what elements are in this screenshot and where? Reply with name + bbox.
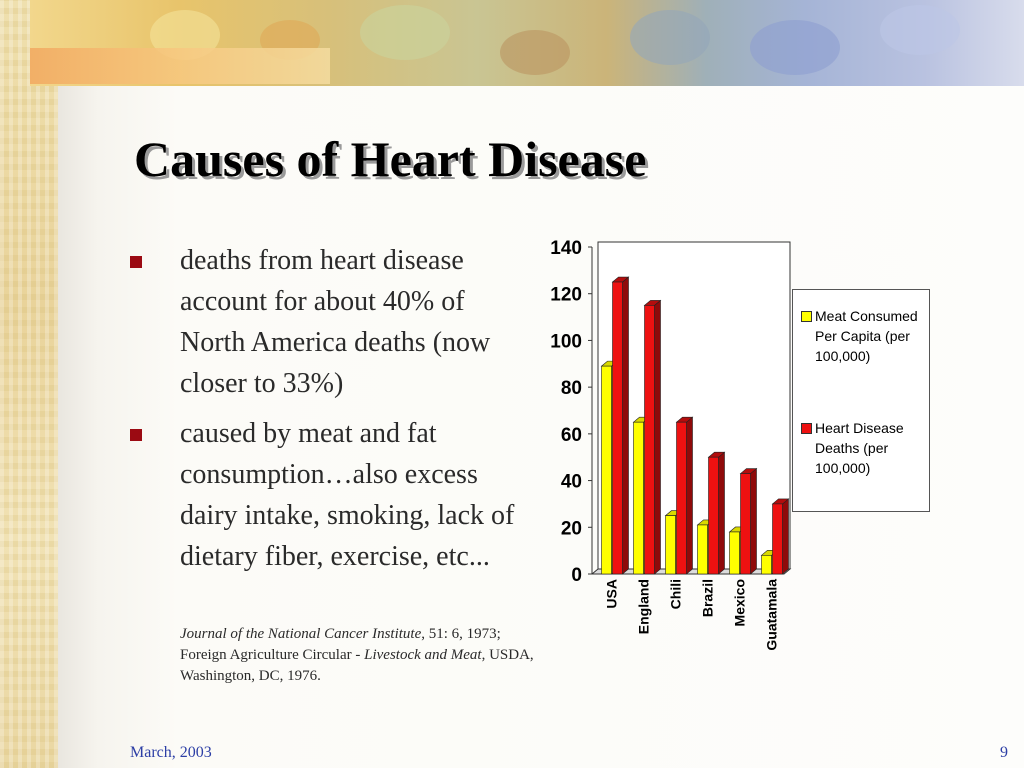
bullet-item: deaths from heart disease account for ab… — [130, 240, 535, 404]
citation-journal-ref: , 51: 6, 1973; Foreign Agriculture Circu… — [180, 626, 501, 663]
x-category-label: Chili — [668, 579, 684, 609]
y-tick-label: 80 — [561, 378, 582, 399]
y-tick-label: 100 — [550, 331, 582, 352]
bullet-text: caused by meat and fat consumption…also … — [180, 418, 515, 572]
footer-date: March, 2003 — [130, 744, 212, 761]
chart-legend: Meat Consumed Per Capita (per 100,000) H… — [792, 289, 930, 512]
bar — [676, 421, 687, 575]
bar-side — [686, 416, 693, 575]
y-tick-label: 40 — [561, 472, 582, 493]
plot-area — [597, 241, 791, 570]
bullet-text: deaths from heart disease account for ab… — [180, 245, 491, 399]
bar-side — [718, 451, 725, 575]
legend-swatch-yellow — [801, 311, 812, 322]
bullet-item: caused by meat and fat consumption…also … — [130, 413, 535, 577]
legend-label: Meat Consumed Per Capita (per 100,000) — [815, 308, 918, 364]
bar — [729, 531, 740, 575]
square-bullet-icon — [130, 429, 142, 441]
bar-side — [750, 467, 757, 575]
x-category-label: Guatamala — [764, 579, 780, 651]
bar-side — [654, 299, 661, 575]
bar — [772, 503, 783, 575]
bar — [665, 515, 676, 575]
y-tick-label: 20 — [561, 518, 582, 539]
legend-label: Heart Disease Deaths (per 100,000) — [815, 420, 904, 476]
y-tick-label: 60 — [561, 425, 582, 446]
legend-item-meat: Meat Consumed Per Capita (per 100,000) — [801, 306, 929, 366]
bar — [708, 456, 719, 575]
bar — [740, 473, 751, 575]
bar — [601, 365, 612, 575]
bar-side — [622, 276, 629, 575]
legend-swatch-red — [801, 423, 812, 434]
bar-side — [782, 498, 789, 575]
decorative-banner-strip — [30, 48, 330, 84]
bar — [697, 524, 708, 575]
page-number: 9 — [1000, 744, 1008, 761]
citation-circular-title: Livestock and Meat — [364, 647, 482, 663]
slide-title: Causes of Heart Disease — [134, 131, 647, 187]
y-tick-label: 120 — [550, 285, 582, 306]
x-category-label: USA — [604, 579, 620, 609]
bar — [761, 555, 772, 575]
source-citation: Journal of the National Cancer Institute… — [180, 624, 535, 687]
citation-publisher: , USDA, Washington, DC, 1976. — [180, 647, 534, 684]
y-tick-label: 0 — [571, 565, 582, 586]
y-tick-label: 140 — [550, 238, 582, 259]
bar — [644, 305, 655, 575]
bar — [612, 281, 623, 575]
legend-item-heart-disease: Heart Disease Deaths (per 100,000) — [801, 418, 929, 478]
x-category-label: Brazil — [700, 579, 716, 617]
bullet-list: deaths from heart disease account for ab… — [130, 240, 535, 586]
x-category-label: England — [636, 579, 652, 634]
citation-journal: Journal of the National Cancer Institute — [180, 626, 422, 642]
bar — [633, 421, 644, 575]
x-category-label: Mexico — [732, 579, 748, 626]
square-bullet-icon — [130, 256, 142, 268]
